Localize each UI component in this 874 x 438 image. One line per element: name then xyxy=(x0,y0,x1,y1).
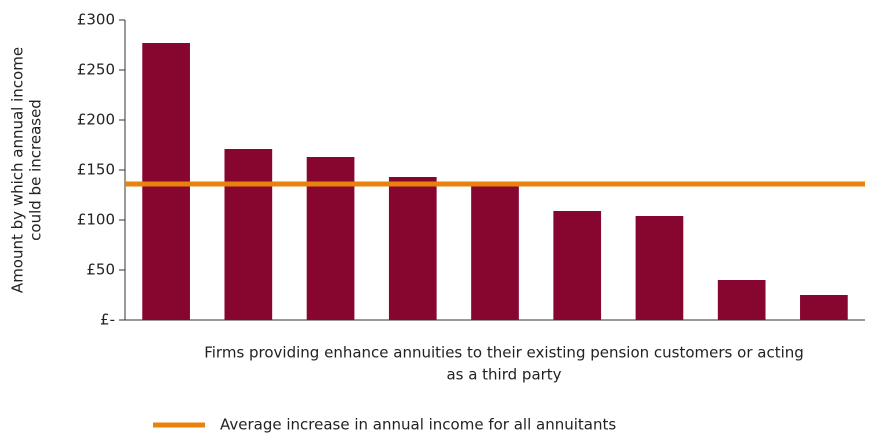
y-axis-title: Amount by which annual income could be i… xyxy=(9,47,45,293)
y-tick-label: £150 xyxy=(77,161,115,179)
bar xyxy=(717,280,766,320)
x-axis-title: as a third party xyxy=(446,366,561,384)
bar xyxy=(388,177,437,320)
y-tick-label: £50 xyxy=(86,261,115,279)
y-tick-label: £200 xyxy=(77,111,115,129)
y-axis-title-line: could be increased xyxy=(27,99,45,241)
bar xyxy=(471,186,519,320)
bar xyxy=(306,157,355,320)
y-tick-label: £250 xyxy=(77,61,115,79)
bar xyxy=(800,295,848,320)
bar xyxy=(553,211,602,320)
legend-label: Average increase in annual income for al… xyxy=(220,416,616,434)
bar xyxy=(635,216,684,320)
y-tick-label: £300 xyxy=(77,11,115,29)
y-tick-label: £100 xyxy=(77,211,115,229)
y-axis-title-line: Amount by which annual income xyxy=(9,47,27,293)
bar xyxy=(224,149,273,320)
x-axis-title: Firms providing enhance annuities to the… xyxy=(204,344,804,362)
y-tick-label: £- xyxy=(100,311,115,329)
